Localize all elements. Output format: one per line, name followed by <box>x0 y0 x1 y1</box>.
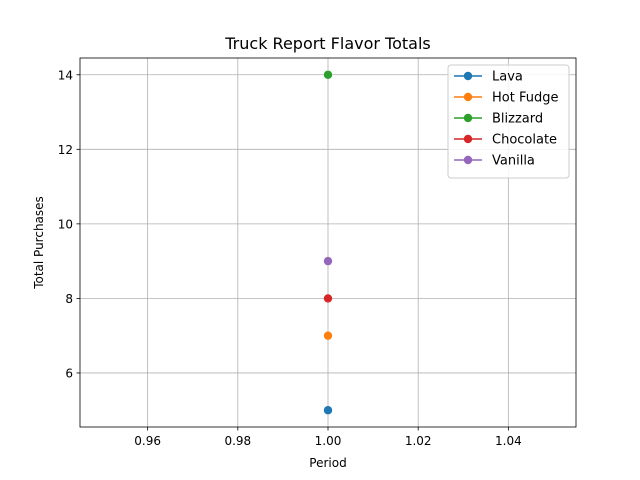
legend-item: Blizzard <box>454 112 543 127</box>
y-tick-label: 10 <box>58 217 73 231</box>
series-blizzard <box>323 70 333 79</box>
legend-label: Hot Fudge <box>492 91 558 106</box>
chart-title: Truck Report Flavor Totals <box>224 34 431 53</box>
series-vanilla <box>323 256 333 266</box>
legend: Lava Hot Fudge Blizzard Chocolate Vanilla <box>447 64 570 179</box>
x-tick-label: 0.98 <box>224 434 251 448</box>
y-tick-label: 12 <box>58 143 73 157</box>
legend-marker <box>463 134 473 144</box>
x-tick-label: 1.02 <box>405 434 432 448</box>
legend-item: Chocolate <box>454 133 557 148</box>
legend-label: Blizzard <box>492 112 543 127</box>
legend-marker <box>463 92 473 102</box>
data-point <box>323 70 333 79</box>
series-lava <box>323 406 333 415</box>
legend-item: Vanilla <box>454 154 535 169</box>
legend-item: Hot Fudge <box>454 91 558 106</box>
legend-marker <box>463 113 473 123</box>
legend-label: Chocolate <box>492 133 557 148</box>
y-axis-label: Total Purchases <box>32 196 46 290</box>
legend-item: Lava <box>454 70 523 85</box>
y-tick-label: 8 <box>65 292 73 306</box>
axis-ticks: 0.96 0.98 1.00 1.02 1.04 6 8 10 12 14 <box>58 68 522 448</box>
legend-marker <box>463 71 473 81</box>
legend-marker <box>463 155 473 165</box>
series-group <box>323 70 333 415</box>
data-point <box>323 256 333 266</box>
x-tick-label: 0.96 <box>134 434 161 448</box>
legend-label: Vanilla <box>492 154 535 169</box>
series-chocolate <box>323 294 333 303</box>
series-hot-fudge <box>323 331 333 340</box>
data-point <box>323 331 333 340</box>
legend-label: Lava <box>492 70 523 85</box>
data-point <box>323 294 333 303</box>
x-tick-label: 1.04 <box>495 434 522 448</box>
x-tick-label: 1.00 <box>315 434 342 448</box>
y-tick-label: 6 <box>65 366 73 380</box>
data-point <box>323 406 333 415</box>
y-tick-label: 14 <box>58 68 73 82</box>
x-axis-label: Period <box>309 456 346 470</box>
legend-box <box>447 64 570 179</box>
